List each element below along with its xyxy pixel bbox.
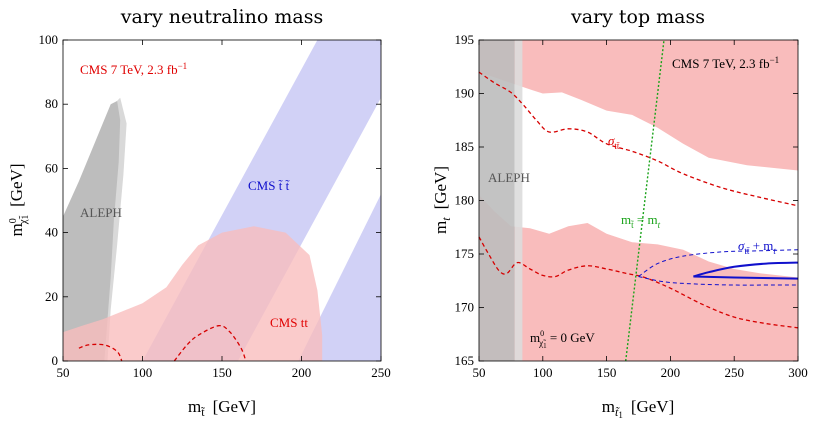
right-y-tick-label: 180 — [455, 193, 475, 208]
left-plot-area — [63, 40, 381, 362]
left-y-tick-label: 0 — [52, 353, 59, 368]
left-x-tick-label: 150 — [212, 365, 232, 380]
aleph-exclusion-band — [479, 40, 515, 361]
right-x-tick-label: 300 — [788, 365, 808, 380]
left-aleph-label: ALEPH — [80, 205, 122, 220]
right-x-tick-label: 50 — [473, 365, 486, 380]
cms-tt-exclusion — [63, 226, 323, 361]
cms-tt-dashed-contour — [78, 343, 123, 362]
left-x-axis-label: mt̃ [GeV] — [188, 397, 256, 419]
sigma-tt-upper-dashed — [478, 71, 799, 207]
right-cms-energy-label: CMS 7 TeV, 2.3 fb−1 — [672, 55, 779, 71]
right-y-tick-label: 195 — [455, 32, 475, 47]
right-plot-area — [478, 39, 799, 362]
left-axis-ticks: 50 100 150 200 250 0 20 40 60 80 100 — [39, 32, 391, 380]
right-neutralino-zero-label: m0 χ̃1 = 0 GeV — [530, 329, 595, 350]
right-title: vary top mass — [570, 6, 705, 28]
sigma-plus-mt-dashed-2 — [638, 276, 798, 286]
left-y-tick-label: 40 — [45, 225, 58, 240]
red-exclusion-lower — [479, 195, 798, 361]
sigma-plus-mt-solid — [693, 261, 799, 278]
red-exclusion-upper — [479, 40, 798, 171]
left-cms-stop-label: CMS t̃ t̃ — [248, 178, 290, 193]
right-y-tick-label: 175 — [455, 246, 475, 261]
aleph-exclusion-band-light — [514, 40, 523, 361]
left-x-tick-label: 250 — [371, 365, 391, 380]
right-sigma-tt-label: σtt̄ — [608, 133, 620, 151]
left-y-tick-label: 80 — [45, 96, 58, 111]
right-x-tick-label: 200 — [661, 365, 681, 380]
right-x-tick-label: 100 — [533, 365, 553, 380]
left-y-tick-label: 100 — [39, 32, 59, 47]
right-sigma-plus-mt-label: σtt̄ + mt — [738, 238, 776, 256]
right-x-tick-label: 150 — [597, 365, 617, 380]
left-x-tick-label: 200 — [292, 365, 312, 380]
sigma-tt-lower-dashed — [478, 236, 799, 329]
right-axis-ticks: 50 100 150 200 250 300 165 170 175 180 185 190 195 — [455, 32, 808, 380]
mstop-eq-mt-line — [625, 39, 665, 362]
right-y-tick-label: 170 — [455, 300, 475, 315]
cms-stop-exclusion-band-2 — [298, 194, 381, 361]
left-chart: vary neutralino mass 50 100 150 200 250 0 20 40… — [7, 6, 391, 419]
right-x-axis-label: mt̃1 [GeV] — [602, 397, 675, 420]
left-title: vary neutralino mass — [120, 6, 323, 28]
right-y-tick-label: 185 — [455, 139, 475, 154]
right-x-tick-label: 250 — [724, 365, 744, 380]
right-aleph-label: ALEPH — [488, 170, 530, 185]
left-cms-energy-label: CMS 7 TeV, 2.3 fb−1 — [80, 61, 187, 77]
right-y-axis-label: mt[GeV] — [431, 166, 453, 234]
left-x-tick-label: 100 — [133, 365, 153, 380]
sigma-plus-mt-solid-2 — [693, 275, 799, 280]
right-mstop-eq-mt-label: mt̃ = mt — [621, 212, 661, 230]
right-y-tick-label: 165 — [455, 353, 475, 368]
left-cms-tt-label: CMS tt — [270, 315, 308, 330]
right-chart: vary top mass 50 100 150 200 250 300 165 170 175… — [431, 6, 808, 420]
left-y-axis-label: m0χ̃1[GeV] — [7, 163, 30, 236]
aleph-exclusion — [63, 101, 121, 361]
cms-tt-dashed-contour-2 — [173, 325, 247, 362]
left-y-tick-label: 60 — [45, 160, 58, 175]
right-y-tick-label: 190 — [455, 86, 475, 101]
left-y-tick-label: 20 — [45, 289, 58, 304]
left-x-tick-label: 50 — [57, 365, 70, 380]
